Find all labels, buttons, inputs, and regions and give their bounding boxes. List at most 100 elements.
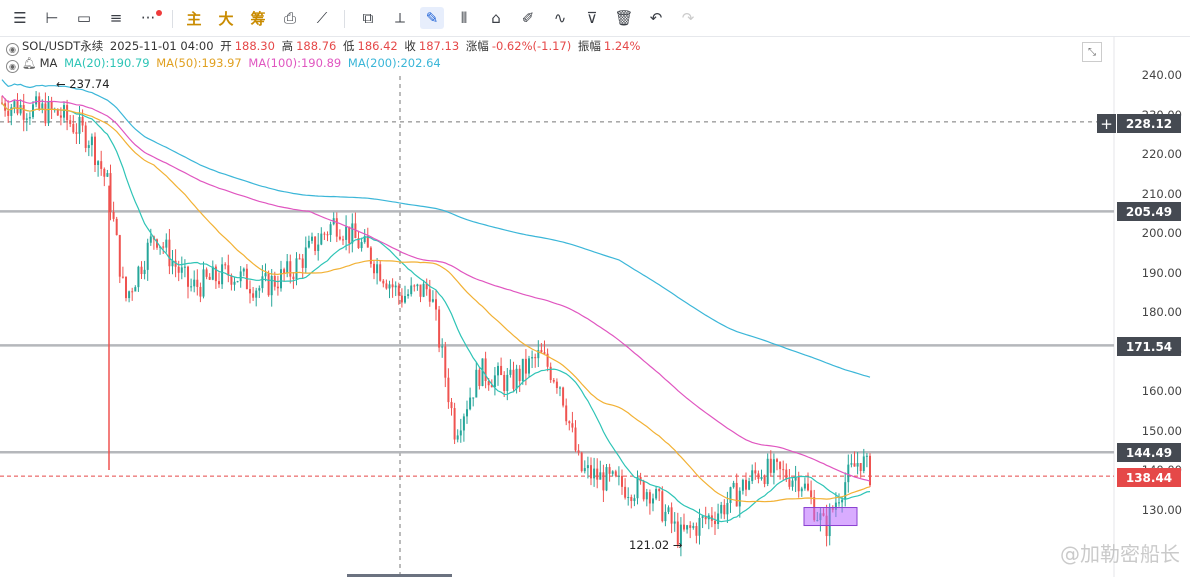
candlestick-chart[interactable] (0, 36, 1190, 577)
level-tag[interactable]: 144.49 (1117, 443, 1181, 462)
candle-body (121, 276, 124, 278)
candle-body (128, 291, 131, 299)
layers-icon[interactable]: ⧉ (362, 9, 374, 27)
candle-body (252, 293, 255, 298)
candle-body (583, 468, 586, 472)
candle-body (22, 105, 25, 120)
highlight-box (803, 507, 858, 527)
candle-body (537, 350, 540, 359)
axis-tick: 210.00 (1141, 187, 1182, 201)
candle-body (466, 409, 468, 417)
candle-body (741, 479, 744, 491)
visibility-icon[interactable]: ◉ (6, 43, 19, 56)
horizontal-line-icon[interactable]: ⊢ (45, 9, 59, 27)
candle-body (208, 276, 211, 280)
candle-body (140, 266, 143, 275)
level-tag[interactable]: 205.49 (1117, 202, 1181, 221)
candle-body (596, 468, 599, 480)
candle-body (776, 459, 778, 462)
screenshot-icon[interactable]: ⎙ (283, 9, 296, 27)
more-icon[interactable]: ··· (140, 9, 156, 27)
axis-tick: 150.00 (1141, 424, 1182, 438)
ma50-value: MA(50):193.97 (156, 56, 242, 70)
visibility-icon[interactable]: ◉ (6, 60, 19, 73)
large-button[interactable]: 大 (218, 9, 234, 28)
main-button[interactable]: 主 (186, 9, 202, 28)
amplitude-value: 1.24% (603, 39, 641, 53)
add-alert-button[interactable]: + (1097, 114, 1116, 133)
rectangle-icon[interactable]: ▭ (76, 9, 92, 27)
candle-body (655, 489, 658, 499)
candle-body (543, 352, 546, 354)
ruler-icon[interactable]: ⟂ (394, 9, 405, 27)
candle-body (397, 285, 400, 296)
candle-body (286, 261, 289, 274)
candle-body (518, 368, 521, 382)
note-icon[interactable]: ✐ (521, 9, 535, 27)
measure-icon[interactable]: ⟋ (316, 9, 328, 27)
candle-body (10, 107, 13, 116)
candle-body (459, 430, 462, 436)
collapse-icon[interactable]: ⤡ (1082, 42, 1102, 62)
candle-body (255, 290, 258, 298)
ma50-line (1, 102, 871, 503)
candle-body (676, 521, 679, 545)
candle-body (462, 416, 465, 431)
candle-body (692, 526, 695, 528)
candle-body (202, 269, 205, 297)
candle-body (382, 280, 385, 284)
candle-body (453, 408, 456, 440)
candle-body (574, 427, 577, 451)
candle-body (351, 223, 354, 244)
candle-body (304, 247, 307, 268)
position-icon[interactable]: ⌂ (491, 9, 501, 27)
candles-icon[interactable]: ⫴ (460, 9, 468, 27)
candle-body (559, 387, 561, 389)
indicator-lines-icon[interactable]: ☰ (13, 9, 27, 27)
candle-body (524, 358, 527, 374)
candle-body (493, 375, 496, 388)
candle-body (503, 375, 506, 392)
candle-body (788, 479, 791, 487)
candle-body (540, 350, 543, 353)
candle-body (162, 246, 165, 248)
candle-body (81, 116, 84, 126)
candle-body (497, 365, 499, 376)
datetime-label: 2025-11-01 04:00 (109, 39, 214, 53)
brush-icon[interactable]: ∿ (553, 9, 567, 27)
candle-body (78, 116, 81, 134)
candle-body (834, 502, 837, 510)
candle-body (249, 289, 251, 294)
level-tag[interactable]: 171.54 (1117, 337, 1181, 356)
candle-body (738, 490, 741, 507)
candle-body (44, 103, 47, 124)
candle-body (38, 96, 41, 110)
candle-body (534, 357, 537, 359)
bell-icon[interactable]: 🔔︎ (22, 56, 37, 70)
candle-body (661, 491, 664, 522)
axis-tick: 190.00 (1141, 266, 1182, 280)
candle-body (586, 465, 589, 469)
candle-body (717, 513, 720, 525)
pen-icon[interactable]: ✎ (420, 7, 444, 29)
candle-body (648, 492, 651, 504)
filter-icon[interactable]: ⊽ (586, 9, 598, 27)
candle-body (469, 397, 472, 410)
list-icon[interactable]: ≡ (109, 9, 123, 27)
ma20-line (1, 102, 871, 523)
axis-tick: 160.00 (1141, 384, 1182, 398)
candle-body (224, 264, 227, 266)
candle-body (50, 101, 53, 110)
candle-body (844, 482, 847, 500)
low-annotation: 121.02 → (629, 538, 683, 552)
candle-body (227, 265, 230, 276)
redo-icon[interactable]: ↷ (681, 9, 695, 27)
chips-button[interactable]: 筹 (250, 9, 266, 28)
candle-body (109, 173, 112, 213)
candle-body (118, 235, 121, 277)
candle-body (280, 269, 282, 289)
candle-body (134, 287, 137, 292)
undo-icon[interactable]: ↶ (649, 9, 663, 27)
candle-body (267, 273, 270, 296)
trash-icon[interactable]: 🗑 (614, 9, 634, 27)
